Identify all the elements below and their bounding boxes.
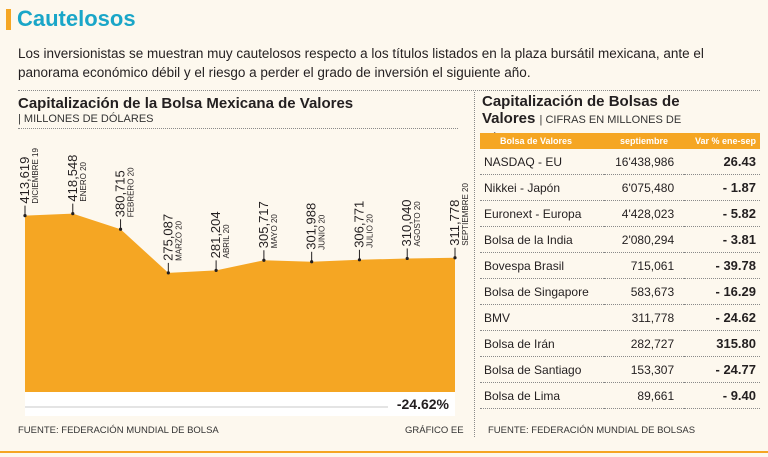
table-title-main: Capitalización de Bolsas de Valores (482, 93, 680, 127)
change-label: -24.62% (397, 396, 450, 412)
category-label: JUNIO 20 (318, 214, 327, 250)
category-label: FEBRERO 20 (127, 167, 136, 217)
table-row: Bolsa de Irán 282,727 315.80 (480, 330, 760, 357)
cell-value: 4'428,023 (603, 200, 685, 227)
cell-exchange: Euronext - Europa (480, 200, 604, 227)
data-point (214, 268, 218, 272)
table-header-row: Bolsa de Valores septiembre Var % ene-se… (480, 133, 760, 149)
cell-variation: - 24.62 (684, 304, 760, 331)
table-source: FUENTE: FEDERACIÓN MUNDIAL DE BOLSAS (488, 425, 696, 436)
cell-exchange: Bolsa de Santiago (480, 356, 604, 383)
cell-exchange: Bolsa de Irán (480, 330, 604, 357)
cell-value: 2'080,294 (603, 226, 685, 253)
col-header-variation: Var % ene-sep (684, 133, 760, 149)
data-point (166, 271, 170, 275)
bottom-rule (0, 451, 768, 453)
data-point (23, 214, 27, 218)
category-label: MARZO 20 (174, 220, 183, 261)
table-row: Bolsa de Lima 89,661- 9.40 (480, 382, 760, 409)
cell-value: 89,661 (603, 382, 685, 409)
category-label: ABRIL 20 (222, 224, 231, 258)
chart-divider (18, 128, 458, 129)
data-point (357, 258, 362, 262)
table-row: Euronext - Europa 4'428,023- 5.82 (480, 200, 760, 227)
category-label: JULIO 20 (365, 213, 374, 247)
value-label: 380,715 (113, 170, 128, 217)
cell-value: 16'438,986 (603, 149, 685, 175)
cell-variation: - 1.87 (684, 174, 760, 201)
data-point (262, 258, 266, 262)
cell-variation: - 16.29 (684, 278, 760, 305)
change-band (25, 392, 455, 416)
cell-variation: - 39.78 (684, 252, 760, 279)
chart-source: FUENTE: FEDERACIÓN MUNDIAL DE BOLSA (18, 425, 219, 436)
chart-title: Capitalización de la Bolsa Mexicana de V… (18, 95, 354, 112)
cell-value: 311,778 (603, 304, 685, 331)
data-point (405, 256, 409, 261)
value-label: 310,040 (399, 199, 414, 246)
cell-exchange: Nikkei - Japón (480, 174, 604, 201)
table-row: Nikkei - Japón 6'075,480- 1.87 (480, 174, 760, 201)
cell-exchange: NASDAQ - EU (480, 149, 604, 175)
category-label: DICIEMBRE 19 (31, 148, 40, 204)
cell-exchange: Bolsa de Lima (480, 382, 604, 409)
cell-exchange: Bovespa Brasil (480, 252, 604, 279)
divider (18, 90, 760, 91)
cell-value: 153,307 (603, 356, 685, 383)
cell-value: 6'075,480 (603, 174, 685, 201)
category-label: SEPTIEMBRE 20 (461, 182, 470, 245)
table-row: Bolsa de Singapore 583,673- 16.29 (480, 278, 760, 305)
table-row: Bovespa Brasil 715,061- 39.78 (480, 252, 760, 279)
chart-unit: | MILLONES DE DÓLARES (18, 113, 154, 125)
exchanges-table: Bolsa de Valores septiembre Var % ene-se… (480, 133, 760, 409)
table-row: Bolsa de la India 2'080,294- 3.81 (480, 226, 760, 253)
col-header-exchange: Bolsa de Valores (480, 133, 604, 149)
cell-value: 282,727 (603, 330, 685, 357)
cell-value: 583,673 (603, 278, 685, 305)
cell-variation: - 24.77 (684, 356, 760, 383)
value-label: 418,548 (65, 155, 80, 202)
data-point (453, 256, 457, 260)
table-row: BMV 311,778- 24.62 (480, 304, 760, 331)
category-label: MAYO 20 (270, 214, 279, 249)
value-label: 301,988 (304, 203, 319, 250)
page-title: Cautelosos (17, 6, 136, 31)
chart-credit: GRÁFICO EE (405, 425, 464, 436)
cell-exchange: BMV (480, 304, 604, 331)
table-row: NASDAQ - EU 16'438,986 26.43 (480, 149, 760, 175)
value-label: 413,619 (17, 157, 32, 204)
intro-paragraph: Los inversionistas se muestran muy caute… (18, 46, 704, 80)
cell-variation: - 5.82 (684, 200, 760, 227)
category-label: AGOSTO 20 (413, 201, 422, 247)
column-divider (474, 92, 475, 437)
table-row: Bolsa de Santiago 153,307- 24.77 (480, 356, 760, 383)
value-label: 311,778 (447, 200, 462, 246)
value-label: 281,204 (208, 211, 223, 258)
value-label: 275,087 (160, 214, 175, 261)
cell-exchange: Bolsa de la India (480, 226, 604, 253)
value-label: 306,771 (351, 201, 366, 248)
cell-variation: - 9.40 (684, 382, 760, 409)
header-accent-bar (6, 9, 11, 30)
col-header-september: septiembre (603, 133, 685, 149)
data-point (118, 227, 123, 231)
cell-exchange: Bolsa de Singapore (480, 278, 604, 305)
cell-variation: 315.80 (684, 330, 760, 357)
category-label: ENERO 20 (79, 161, 88, 201)
area-fill (25, 213, 455, 392)
cell-variation: - 3.81 (684, 226, 760, 253)
data-point (310, 260, 314, 264)
cell-value: 715,061 (603, 252, 685, 279)
value-label: 305,717 (256, 201, 271, 248)
cell-variation: 26.43 (684, 149, 760, 175)
data-point (71, 212, 75, 216)
